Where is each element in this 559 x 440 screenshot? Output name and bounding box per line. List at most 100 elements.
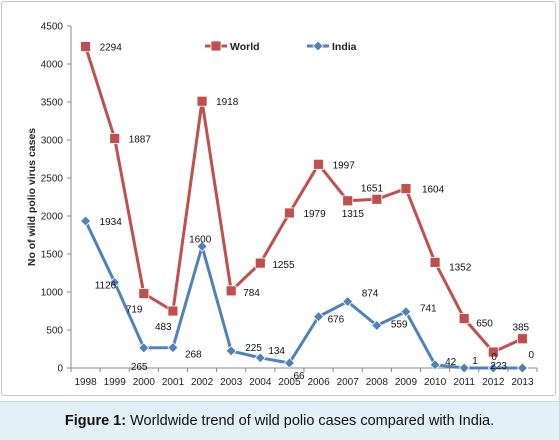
india-data-label: 66 <box>293 371 305 382</box>
world-data-label: 483 <box>155 322 172 333</box>
chart-area: 0 500 1000 1500 2000 2500 3000 3500 4000 4500 1998… <box>1 1 556 396</box>
x-tick-label: 2009 <box>395 377 418 388</box>
world-data-label: 2294 <box>100 43 123 54</box>
india-data-label: 0 <box>491 352 497 363</box>
india-data-label: 0 <box>528 350 534 361</box>
world-point <box>400 183 412 195</box>
y-tick-label: 500 <box>46 326 63 337</box>
world-data-label: 1979 <box>303 209 326 220</box>
world-data-label: 1651 <box>361 183 384 194</box>
world-data-label: 1604 <box>422 185 445 196</box>
india-point <box>487 362 499 374</box>
y-tick-label: 2000 <box>41 212 64 223</box>
india-point <box>342 296 354 308</box>
y-tick-label: 0 <box>57 364 63 375</box>
figure-caption: Figure 1: Worldwide trend of wild polio … <box>0 401 559 440</box>
y-tick-label: 1000 <box>41 288 64 299</box>
world-point <box>458 313 470 325</box>
world-data-label: 719 <box>126 305 143 316</box>
india-point <box>79 215 92 227</box>
world-series-line <box>84 46 524 354</box>
india-data-label: 1126 <box>95 280 117 291</box>
world-data-label: 1997 <box>333 160 356 171</box>
world-data-label: 1255 <box>272 260 295 271</box>
world-data-label: 385 <box>512 323 529 334</box>
x-tick-label: 2007 <box>337 377 360 388</box>
india-point <box>516 362 529 374</box>
y-tick-label: 4000 <box>41 60 64 71</box>
world-data-label: 223 <box>490 361 507 372</box>
world-data-label: 650 <box>476 319 493 330</box>
y-tick-label: 3500 <box>41 98 64 109</box>
india-point <box>312 40 324 52</box>
india-data-label: 1934 <box>100 217 123 228</box>
world-point <box>342 195 354 207</box>
world-point <box>167 305 179 317</box>
x-tick-label: 2010 <box>424 377 447 388</box>
y-tick-label: 1500 <box>41 250 64 261</box>
india-point <box>225 345 237 357</box>
world-point <box>487 346 499 358</box>
india-data-label: 676 <box>328 315 345 326</box>
world-point <box>225 285 237 297</box>
india-point <box>458 362 470 374</box>
x-tick-label: 1998 <box>74 377 97 388</box>
world-data-label: 1887 <box>129 134 152 145</box>
world-data-label: 784 <box>243 288 260 299</box>
india-point <box>429 359 441 371</box>
india-data-label: 42 <box>445 357 457 368</box>
india-data-label: 1 <box>472 356 478 367</box>
world-point <box>517 333 528 345</box>
world-point <box>196 95 208 107</box>
india-point <box>138 342 150 354</box>
india-point <box>283 357 296 369</box>
x-tick-label: 2002 <box>191 377 214 388</box>
x-tick-label: 2004 <box>249 377 272 388</box>
world-point <box>284 207 295 219</box>
india-data-label: 741 <box>420 304 437 315</box>
india-data-label: 268 <box>185 350 202 361</box>
india-series-line <box>84 220 523 370</box>
line-chart: 0 500 1000 1500 2000 2500 3000 3500 4000 4500 1998… <box>26 22 538 388</box>
x-tick-label: 2006 <box>307 377 330 388</box>
india-point <box>167 342 179 354</box>
world-point <box>210 40 222 52</box>
caption-text: Worldwide trend of wild polio cases comp… <box>126 413 495 429</box>
india-data-label: 874 <box>362 289 379 300</box>
india-point <box>371 319 383 332</box>
y-tick-label: 4500 <box>41 22 64 33</box>
x-tick-label: 2005 <box>278 377 301 388</box>
x-tick-label: 2012 <box>482 377 505 388</box>
caption-lead: Figure 1: <box>64 413 127 429</box>
world-point <box>138 288 150 299</box>
india-data-label: 225 <box>245 343 262 354</box>
world-point <box>371 193 383 205</box>
india-point <box>254 352 266 364</box>
legend-label-india: India <box>332 41 357 53</box>
world-point <box>254 257 266 269</box>
india-point <box>400 306 412 318</box>
y-tick-label: 3000 <box>41 136 64 147</box>
x-tick-label: 2003 <box>220 377 243 388</box>
world-data-label: 1352 <box>449 262 472 273</box>
x-tick-label: 2001 <box>162 377 185 388</box>
india-point <box>196 240 208 252</box>
world-data-label: 1918 <box>216 97 239 108</box>
world-point <box>429 256 441 268</box>
world-point <box>80 41 91 52</box>
x-tick-label: 2013 <box>511 377 534 388</box>
x-tick-label: 2000 <box>133 377 156 388</box>
x-tick-label: 1999 <box>104 377 127 388</box>
world-data-label: 1315 <box>342 209 365 220</box>
india-data-label: 134 <box>268 346 285 357</box>
y-tick-label: 2500 <box>41 174 64 185</box>
india-point <box>109 276 121 288</box>
world-point <box>109 133 121 144</box>
world-point <box>313 158 324 170</box>
india-data-label: 1600 <box>189 234 212 245</box>
x-tick-label: 2008 <box>366 377 389 388</box>
y-axis-title: No of wild polio virus cases <box>26 128 38 266</box>
india-data-label: 559 <box>391 320 408 331</box>
legend-label-world: World <box>230 41 260 53</box>
